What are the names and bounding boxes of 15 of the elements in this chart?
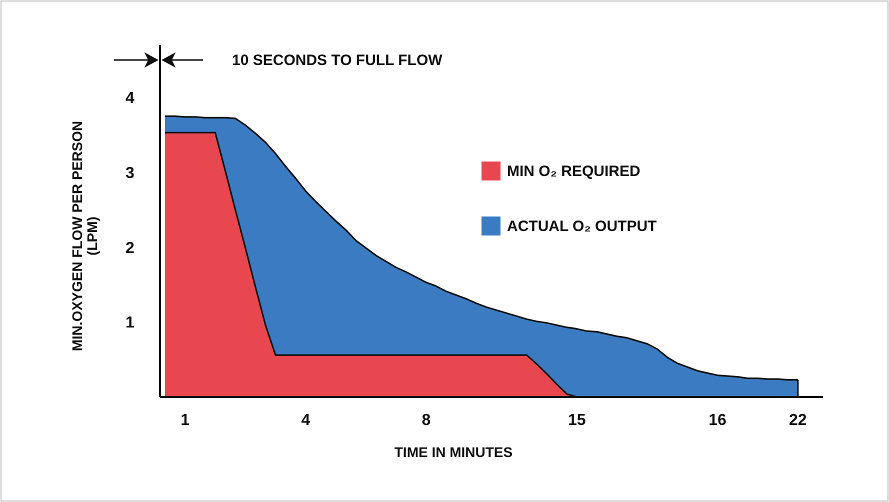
annotation: 10 SECONDS TO FULL FLOW — [232, 52, 444, 69]
legend-label: ACTUAL O₂ OUTPUT — [507, 218, 657, 235]
y-tick-label: 4 — [126, 90, 135, 108]
y-tick-label: 2 — [126, 240, 135, 257]
legend-label: MIN O₂ REQUIRED — [507, 163, 641, 180]
x-tick-label: 22 — [788, 412, 807, 429]
x-tick-label: 4 — [301, 412, 310, 429]
y-tick-label: 1 — [126, 314, 135, 332]
x-tick-label: 16 — [708, 412, 727, 429]
y-tick-label: 3 — [126, 164, 135, 182]
y-axis-title: MIN.OXYGEN FLOW PER PERSON (LPM) — [69, 120, 100, 352]
x-tick-label: 1 — [180, 412, 190, 429]
x-tick-label: 8 — [422, 412, 431, 429]
x-axis-title: TIME IN MINUTES — [394, 444, 513, 460]
x-tick-label: 15 — [568, 412, 586, 429]
